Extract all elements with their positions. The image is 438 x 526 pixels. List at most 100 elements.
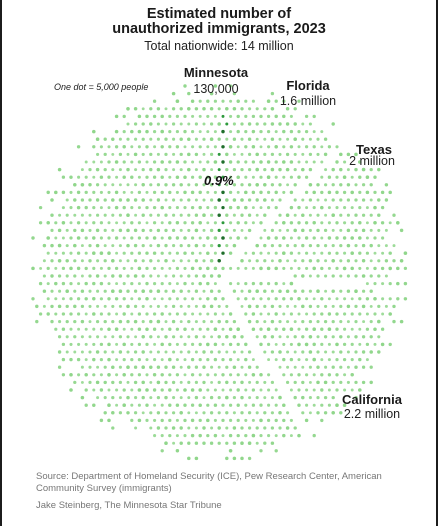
dot-329	[289, 175, 293, 179]
dot-1093	[38, 312, 43, 316]
dot-594	[343, 221, 347, 225]
dot-1703	[236, 433, 240, 438]
dot-79	[194, 122, 198, 126]
dot-342	[88, 183, 92, 187]
dot-1722	[232, 441, 237, 445]
dot-1484	[171, 380, 176, 385]
dot-10	[190, 99, 195, 103]
dot-1697	[190, 433, 195, 438]
dot-1601	[251, 403, 256, 407]
dot-803	[194, 259, 199, 263]
dot-566	[122, 221, 126, 225]
dot-1004	[84, 297, 88, 301]
dot-1682	[225, 426, 229, 430]
dot-96	[92, 129, 96, 134]
dot-130	[134, 137, 138, 141]
dot-129	[126, 137, 130, 141]
dot-253	[305, 160, 309, 164]
dot-50	[160, 114, 164, 119]
dot-1278	[122, 342, 126, 347]
dot-666	[183, 236, 187, 240]
dot-492	[236, 205, 240, 210]
dot-505	[343, 206, 347, 210]
dot-1724	[247, 441, 252, 445]
dot-1039	[358, 297, 362, 301]
dot-1589	[160, 403, 164, 407]
dot-1304	[327, 342, 331, 346]
dot-430	[95, 198, 100, 202]
dot-1613	[103, 411, 107, 415]
dot-1191	[99, 327, 103, 331]
dot-144	[240, 137, 244, 141]
dot-483	[168, 206, 172, 210]
dot-1624	[187, 411, 191, 415]
dot-1361	[107, 357, 111, 362]
dot-786	[65, 259, 69, 263]
dot-25	[141, 107, 145, 111]
dot-809	[255, 259, 259, 263]
dot-1733	[187, 456, 191, 461]
dot-981	[247, 289, 252, 293]
dot-961	[88, 289, 92, 293]
dot-291	[324, 168, 328, 172]
dot-903	[293, 274, 297, 278]
dot-52	[175, 114, 179, 118]
dot-683	[320, 236, 324, 240]
dot-1552	[126, 395, 130, 400]
dot-673	[236, 236, 240, 240]
dot-1390	[335, 358, 339, 362]
dot-194	[126, 152, 130, 156]
dot-1596	[213, 403, 218, 407]
dot-1298	[282, 342, 286, 346]
dot-752	[160, 251, 164, 255]
dot-385	[84, 190, 88, 195]
dot-872	[358, 266, 362, 270]
dot-732	[361, 243, 366, 248]
dot-1705	[251, 433, 256, 438]
dot-540	[278, 213, 282, 217]
dot-1255	[270, 335, 275, 339]
dot-1204	[198, 327, 202, 331]
dot-1730	[228, 449, 233, 453]
dot-1235	[111, 335, 115, 339]
dot-1133	[350, 312, 354, 316]
dot-552	[369, 213, 373, 217]
dot-84	[232, 122, 236, 126]
dot-32	[194, 107, 199, 111]
dot-412	[289, 190, 294, 195]
chart-subtitle: Total nationwide: 14 million	[144, 39, 294, 53]
dot-854	[221, 266, 225, 271]
dot-495	[259, 206, 263, 210]
dot-901	[209, 274, 214, 278]
dot-789	[88, 259, 92, 263]
minnesota-percent-label: 0.9%	[204, 173, 234, 188]
dot-560	[76, 221, 81, 225]
dot-817	[316, 259, 320, 263]
dot-748	[130, 251, 134, 255]
dot-862	[282, 266, 286, 270]
dot-1262	[323, 335, 328, 339]
dot-1231	[80, 335, 84, 339]
dot-101	[145, 129, 149, 134]
dot-283	[255, 167, 259, 172]
dot-210	[247, 152, 252, 157]
dot-282	[248, 168, 252, 172]
dot-455	[293, 198, 297, 202]
dot-1053	[88, 304, 92, 308]
dot-1160	[202, 320, 206, 324]
dot-40	[255, 107, 259, 111]
dot-453	[270, 198, 274, 202]
dot-37	[232, 107, 237, 111]
dot-1569	[255, 396, 259, 400]
dot-953	[396, 281, 400, 286]
dot-807	[240, 259, 244, 263]
dot-576	[198, 221, 202, 225]
dot-711	[187, 244, 191, 248]
dot-1631	[240, 411, 244, 415]
dot-388	[107, 190, 111, 194]
dot-698	[88, 243, 92, 248]
dot-478	[130, 206, 134, 210]
dot-321	[229, 175, 233, 179]
dot-239	[198, 160, 202, 164]
dot-869	[335, 266, 339, 271]
